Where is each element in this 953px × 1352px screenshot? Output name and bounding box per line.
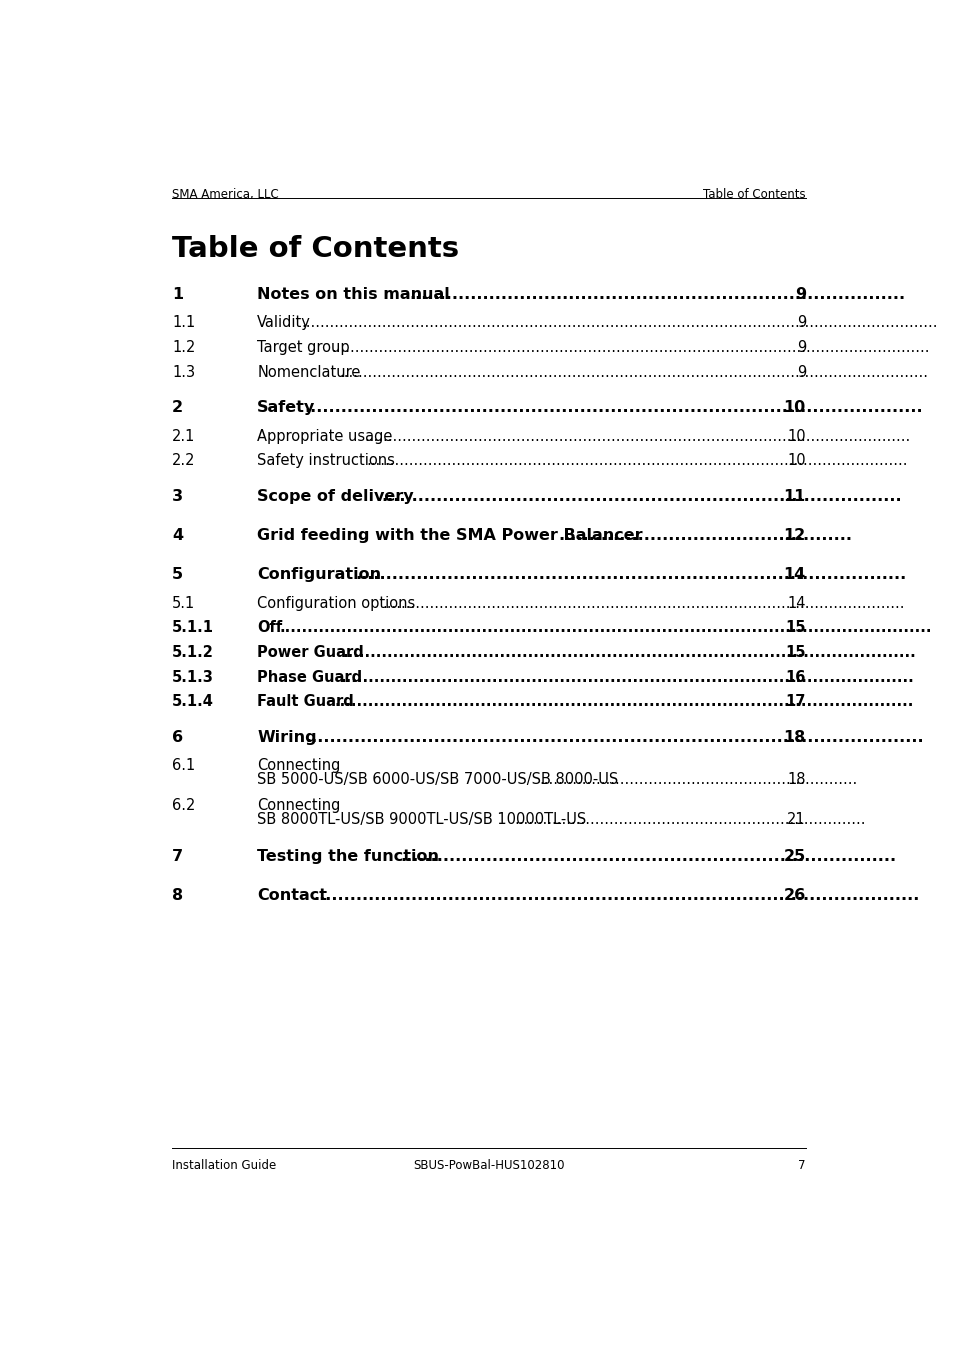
Text: 5.1.1: 5.1.1 <box>172 621 213 635</box>
Text: 16: 16 <box>784 669 805 684</box>
Text: 9: 9 <box>796 365 805 380</box>
Text: 6: 6 <box>172 730 183 745</box>
Text: 4: 4 <box>172 529 183 544</box>
Text: 9: 9 <box>796 315 805 330</box>
Text: 1.3: 1.3 <box>172 365 194 380</box>
Text: ................................................................................: ........................................… <box>301 315 937 330</box>
Text: 10: 10 <box>786 429 805 443</box>
Text: 7: 7 <box>798 1159 805 1172</box>
Text: Grid feeding with the SMA Power Balancer: Grid feeding with the SMA Power Balancer <box>257 529 642 544</box>
Text: 12: 12 <box>782 529 805 544</box>
Text: 1: 1 <box>172 287 183 301</box>
Text: Fault Guard: Fault Guard <box>257 695 354 710</box>
Text: 7: 7 <box>172 849 183 864</box>
Text: 1.2: 1.2 <box>172 341 195 356</box>
Text: 9: 9 <box>794 287 805 301</box>
Text: Connecting: Connecting <box>257 798 340 814</box>
Text: ................................................................................: ........................................… <box>400 849 896 864</box>
Text: ..........................................................................: ........................................… <box>515 813 865 827</box>
Text: SBUS-PowBal-HUS102810: SBUS-PowBal-HUS102810 <box>413 1159 564 1172</box>
Text: ................................................................................: ........................................… <box>339 365 927 380</box>
Text: Table of Contents: Table of Contents <box>702 188 805 201</box>
Text: ................................................................................: ........................................… <box>364 429 910 443</box>
Text: 5.1.3: 5.1.3 <box>172 669 213 684</box>
Text: 18: 18 <box>786 772 805 787</box>
Text: ................................................................................: ........................................… <box>305 730 923 745</box>
Text: Configuration options: Configuration options <box>257 596 415 611</box>
Text: SB 8000TL-US/SB 9000TL-US/SB 10000TL-US: SB 8000TL-US/SB 9000TL-US/SB 10000TL-US <box>257 813 586 827</box>
Text: 14: 14 <box>786 596 805 611</box>
Text: ...................................................................: ........................................… <box>539 772 857 787</box>
Text: 5: 5 <box>172 568 183 583</box>
Text: ................................................................................: ........................................… <box>314 888 920 903</box>
Text: 15: 15 <box>784 621 805 635</box>
Text: ................................................................................: ........................................… <box>331 341 929 356</box>
Text: ................................................................................: ........................................… <box>366 453 907 468</box>
Text: Appropriate usage: Appropriate usage <box>257 429 393 443</box>
Text: 3: 3 <box>172 488 183 504</box>
Text: 6.1: 6.1 <box>172 758 195 773</box>
Text: Table of Contents: Table of Contents <box>172 235 458 262</box>
Text: Configuration: Configuration <box>257 568 381 583</box>
Text: ................................................: ........................................… <box>558 529 851 544</box>
Text: ................................................................................: ........................................… <box>335 695 913 710</box>
Text: Safety instructions: Safety instructions <box>257 453 395 468</box>
Text: Testing the function: Testing the function <box>257 849 438 864</box>
Text: 21: 21 <box>786 813 805 827</box>
Text: Validity: Validity <box>257 315 311 330</box>
Text: ................................................................................: ........................................… <box>342 645 915 660</box>
Text: 11: 11 <box>782 488 805 504</box>
Text: Connecting: Connecting <box>257 758 340 773</box>
Text: 14: 14 <box>782 568 805 583</box>
Text: Notes on this manual: Notes on this manual <box>257 287 450 301</box>
Text: ................................................................................: ........................................… <box>382 596 903 611</box>
Text: 1.1: 1.1 <box>172 315 195 330</box>
Text: Scope of delivery: Scope of delivery <box>257 488 414 504</box>
Text: SMA America, LLC: SMA America, LLC <box>172 188 278 201</box>
Text: ................................................................................: ........................................… <box>355 568 906 583</box>
Text: Wiring: Wiring <box>257 730 316 745</box>
Text: Nomenclature: Nomenclature <box>257 365 360 380</box>
Text: 25: 25 <box>782 849 805 864</box>
Text: 5.1: 5.1 <box>172 596 195 611</box>
Text: 2: 2 <box>172 400 183 415</box>
Text: 8: 8 <box>172 888 183 903</box>
Text: ................................................................................: ........................................… <box>279 621 931 635</box>
Text: 18: 18 <box>782 730 805 745</box>
Text: Safety: Safety <box>257 400 315 415</box>
Text: 2.2: 2.2 <box>172 453 195 468</box>
Text: 2.1: 2.1 <box>172 429 195 443</box>
Text: Off: Off <box>257 621 282 635</box>
Text: 26: 26 <box>782 888 805 903</box>
Text: 9: 9 <box>796 341 805 356</box>
Text: Installation Guide: Installation Guide <box>172 1159 276 1172</box>
Text: 15: 15 <box>784 645 805 660</box>
Text: ................................................................................: ........................................… <box>340 669 914 684</box>
Text: 6.2: 6.2 <box>172 798 195 814</box>
Text: Phase Guard: Phase Guard <box>257 669 362 684</box>
Text: Contact: Contact <box>257 888 327 903</box>
Text: ................................................................................: ........................................… <box>409 287 904 301</box>
Text: SB 5000-US/SB 6000-US/SB 7000-US/SB 8000-US: SB 5000-US/SB 6000-US/SB 7000-US/SB 8000… <box>257 772 618 787</box>
Text: Target group: Target group <box>257 341 350 356</box>
Text: ................................................................................: ........................................… <box>304 400 923 415</box>
Text: 10: 10 <box>782 400 805 415</box>
Text: 10: 10 <box>786 453 805 468</box>
Text: Power Guard: Power Guard <box>257 645 363 660</box>
Text: 5.1.2: 5.1.2 <box>172 645 213 660</box>
Text: ................................................................................: ........................................… <box>380 488 901 504</box>
Text: 17: 17 <box>784 695 805 710</box>
Text: 5.1.4: 5.1.4 <box>172 695 213 710</box>
